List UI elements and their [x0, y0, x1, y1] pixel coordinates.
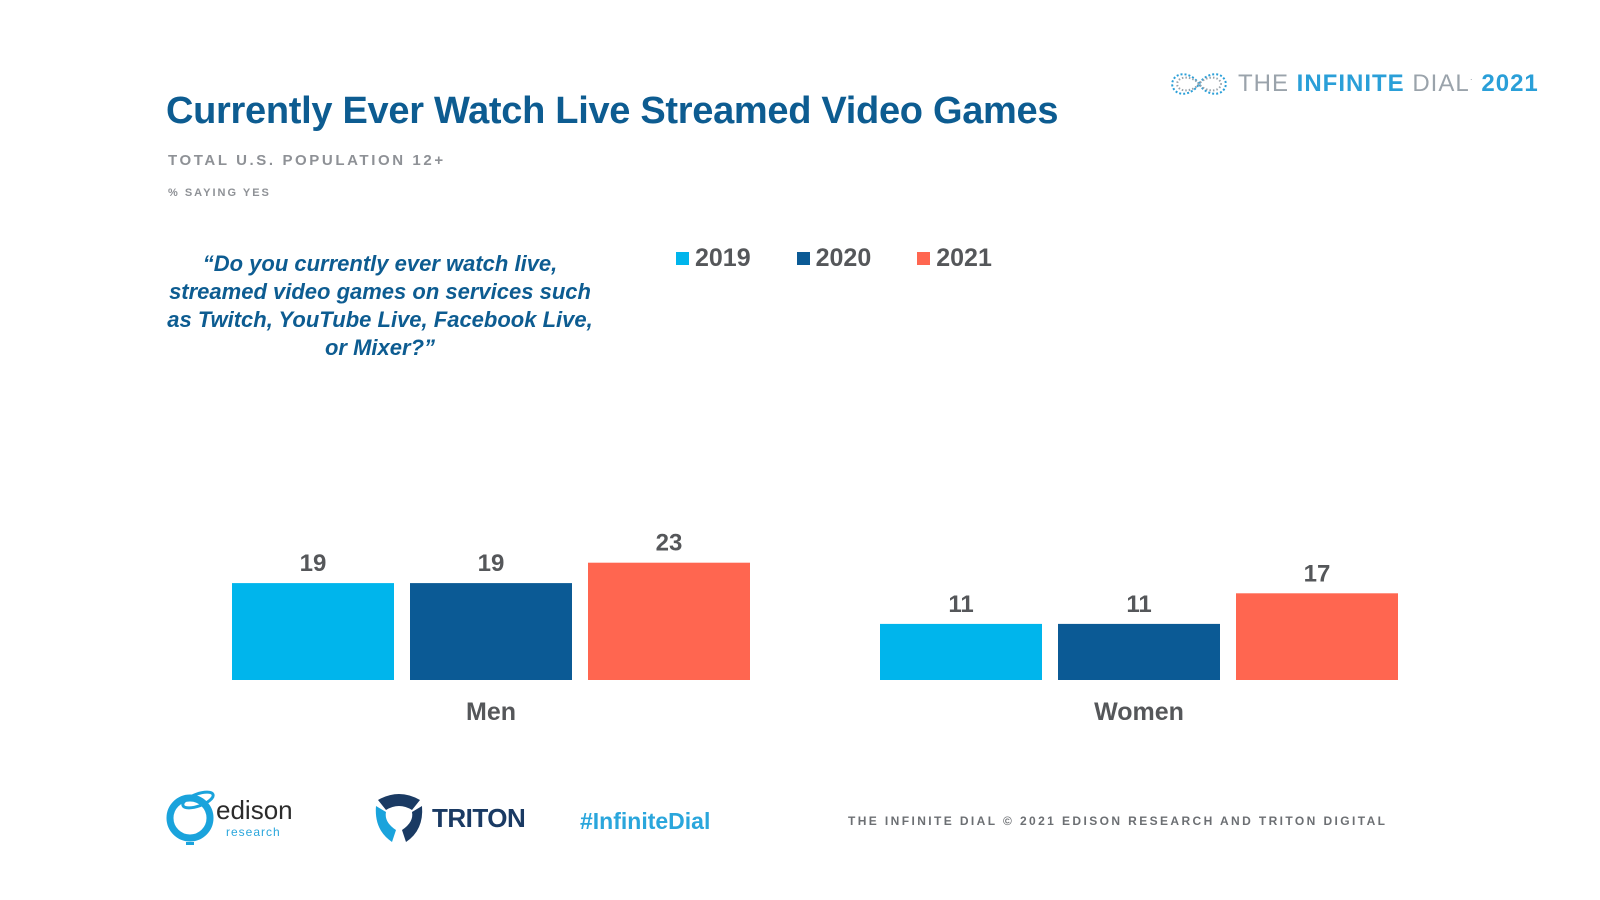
- brand-dial: DIAL: [1412, 70, 1470, 97]
- category-label-men: Men: [466, 698, 516, 726]
- bar-men-2019: [232, 583, 394, 680]
- metric-subtitle: % SAYING YES: [168, 187, 271, 199]
- bar-women-2019: [880, 623, 1042, 680]
- hashtag-link[interactable]: #InfiniteDial: [580, 808, 711, 834]
- edison-logo: edison research: [166, 788, 293, 848]
- triton-wordmark: TRITON: [432, 802, 526, 833]
- triton-mark-icon: [375, 794, 423, 842]
- infinite-dial-brand: THE INFINITE DIAL· 2021: [1168, 64, 1539, 104]
- value-label-men-2021: 23: [656, 530, 683, 557]
- legend-swatch-2019: [676, 252, 689, 265]
- legend-item-2021: 2021: [917, 244, 992, 273]
- bar-men-2021: [588, 562, 750, 680]
- legend-swatch-2020: [796, 252, 810, 265]
- chart-legend: 2019 2020 2021: [676, 244, 992, 273]
- legend-label-2019: 2019: [695, 244, 751, 272]
- brand-wordmark: THE INFINITE DIAL· 2021: [1238, 70, 1539, 97]
- legend-label-2021: 2021: [936, 244, 992, 272]
- population-subtitle: TOTAL U.S. POPULATION 12+: [168, 152, 446, 169]
- brand-the: THE: [1238, 70, 1289, 97]
- value-label-women-2021: 17: [1304, 560, 1331, 587]
- bar-men-2020: [410, 583, 572, 680]
- edison-name: edison: [216, 795, 293, 825]
- value-label-men-2019: 19: [300, 550, 327, 577]
- value-label-women-2019: 11: [948, 591, 973, 618]
- edison-sub: research: [226, 825, 281, 839]
- legend-swatch-2021: [917, 252, 931, 265]
- brand-infinite: INFINITE: [1296, 70, 1405, 97]
- bar-women-2020: [1058, 623, 1220, 680]
- legend-item-2020: 2020: [796, 244, 872, 273]
- category-label-women: Women: [1094, 698, 1184, 726]
- survey-question: “Do you currently ever watch live, strea…: [167, 251, 593, 360]
- footer: edison research TRITON #InfiniteDial THE…: [0, 788, 1600, 858]
- edison-wordmark: edison research: [216, 797, 293, 843]
- legend-label-2020: 2020: [815, 244, 872, 272]
- edison-bulb-icon: [166, 790, 215, 845]
- value-label-women-2020: 11: [1126, 591, 1151, 618]
- page-title: Currently Ever Watch Live Streamed Video…: [166, 90, 1059, 132]
- copyright-notice: THE INFINITE DIAL © 2021 EDISON RESEARCH…: [848, 814, 1388, 828]
- infinity-icon: [1170, 73, 1228, 95]
- legend-item-2019: 2019: [676, 244, 751, 273]
- brand-year: 2021: [1481, 70, 1539, 97]
- bar-women-2021: [1236, 593, 1398, 680]
- triton-logo: TRITON: [372, 790, 526, 846]
- value-label-men-2020: 19: [478, 550, 505, 577]
